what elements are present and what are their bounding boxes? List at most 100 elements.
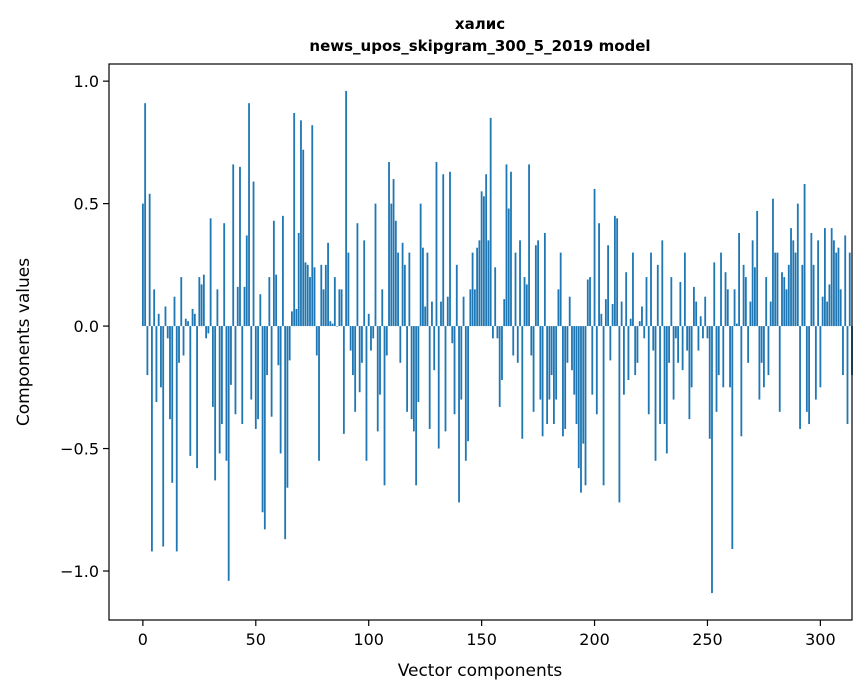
bar-95 (356, 223, 359, 327)
bar-25 (198, 277, 201, 327)
bar-294 (805, 326, 808, 412)
bar-153 (487, 240, 490, 327)
bar-218 (634, 326, 637, 376)
bar-89 (342, 326, 345, 434)
bar-14 (173, 296, 176, 327)
bar-85 (333, 277, 336, 327)
bar-115 (401, 242, 404, 327)
bar-275 (763, 326, 765, 388)
bar-48 (250, 326, 253, 400)
bar-12 (169, 326, 171, 420)
bar-189 (568, 296, 571, 327)
bar-148 (476, 247, 479, 327)
bar-158 (498, 326, 501, 407)
bar-217 (632, 252, 634, 327)
bar-139 (455, 264, 458, 327)
bar-120 (412, 326, 415, 432)
bar-8 (160, 326, 162, 388)
bar-130 (435, 161, 438, 327)
bar-163 (510, 171, 512, 327)
bar-235 (672, 326, 675, 400)
bar-223 (645, 277, 648, 327)
bar-87 (338, 289, 341, 327)
bar-288 (792, 240, 795, 327)
bar-42 (236, 286, 239, 327)
bar-204 (602, 326, 605, 486)
bar-67 (293, 112, 296, 327)
bar-242 (688, 326, 691, 420)
y-axis-label: Components values (14, 258, 34, 426)
bar-15 (175, 326, 178, 552)
bar-7 (157, 313, 160, 327)
bar-52 (259, 294, 262, 327)
bar-169 (523, 277, 526, 327)
bar-284 (783, 277, 786, 327)
bar-134 (444, 326, 447, 432)
bar-267 (744, 277, 747, 327)
bar-31 (211, 326, 214, 407)
bar-167 (519, 240, 521, 327)
x-tick-label: 100 (353, 630, 384, 649)
bar-161 (505, 164, 508, 327)
y-tick-label: 0.5 (74, 195, 99, 214)
bar-281 (776, 252, 779, 327)
bar-92 (349, 326, 352, 351)
bar-45 (243, 286, 246, 327)
bar-261 (731, 326, 734, 549)
bar-180 (548, 326, 551, 400)
bar-259 (726, 289, 729, 327)
bar-229 (659, 326, 661, 425)
bar-289 (794, 252, 797, 327)
bar-98 (363, 240, 366, 327)
bar-241 (686, 326, 689, 351)
bar-57 (270, 326, 273, 417)
bar-123 (419, 203, 422, 327)
bar-298 (814, 326, 817, 400)
bar-174 (534, 245, 537, 327)
bar-109 (388, 161, 390, 327)
bar-231 (663, 326, 666, 425)
x-tick-label: 50 (246, 630, 266, 649)
bar-272 (756, 210, 759, 327)
bar-152 (485, 174, 488, 327)
x-tick-label: 200 (579, 630, 610, 649)
bar-225 (650, 252, 652, 327)
x-tick-label: 150 (466, 630, 497, 649)
bar-293 (803, 184, 806, 327)
bar-146 (471, 252, 474, 327)
bar-24 (196, 326, 198, 469)
bar-143 (464, 326, 467, 461)
bar-119 (410, 326, 413, 420)
bar-37 (225, 326, 228, 461)
bar-274 (760, 326, 763, 363)
bar-78 (318, 326, 320, 461)
bar-66 (291, 311, 293, 327)
bar-18 (182, 326, 185, 356)
bar-252 (711, 326, 713, 594)
bar-91 (347, 252, 350, 327)
bar-20 (187, 321, 189, 327)
bar-49 (252, 181, 255, 327)
bar-111 (392, 179, 395, 327)
bar-257 (722, 326, 725, 388)
bar-116 (403, 264, 406, 327)
bar-86 (336, 326, 338, 327)
bar-65 (288, 326, 291, 361)
bar-117 (406, 326, 409, 412)
bar-74 (309, 277, 311, 327)
bar-160 (503, 299, 506, 327)
bar-13 (171, 326, 174, 483)
bar-series (141, 90, 853, 594)
bar-142 (462, 296, 465, 327)
plot-frame (108, 63, 853, 621)
bar-277 (767, 326, 770, 376)
bar-55 (266, 326, 268, 376)
bar-5 (153, 289, 156, 327)
bar-206 (607, 245, 609, 327)
bar-285 (785, 289, 788, 327)
bar-238 (679, 281, 682, 327)
bar-41 (234, 326, 237, 415)
bar-228 (656, 264, 659, 327)
bar-224 (647, 326, 650, 415)
bar-82 (327, 242, 329, 327)
